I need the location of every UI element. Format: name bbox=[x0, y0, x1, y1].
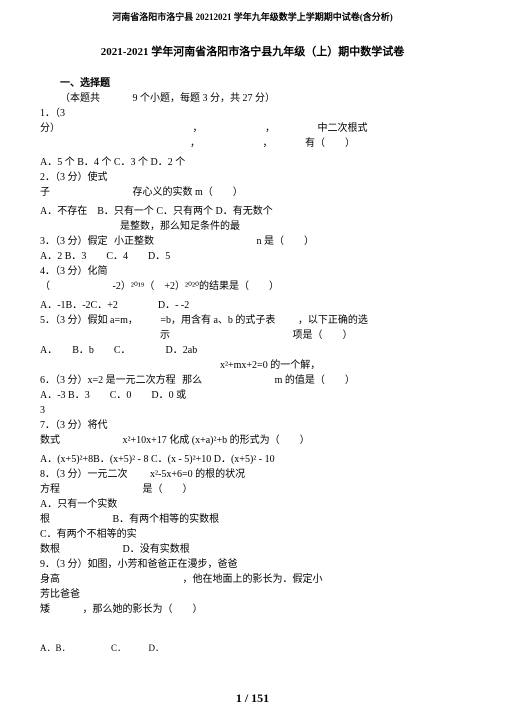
q5-text2: 示 bbox=[160, 330, 170, 341]
q8-line1: 8．（3 分）一元二次 x²-5x+6=0 的根的状况 bbox=[40, 468, 465, 481]
q8-text2: 是（ ） bbox=[143, 484, 193, 495]
document-header: 河南省洛阳市洛宁县 20212021 学年九年级数学上学期期中试卷(含分析) bbox=[40, 10, 465, 23]
q8-cont: 方程 bbox=[40, 484, 60, 495]
answer-row: A．B． C． D． bbox=[40, 641, 164, 654]
q6-text3: m 的值是（ ） bbox=[275, 375, 355, 386]
q7-cont: 数式 bbox=[40, 435, 60, 446]
q5-text3: ，以下正确的选 bbox=[298, 315, 368, 326]
q3-num: 3．（3 分）假定 bbox=[40, 236, 108, 247]
q1-options: A．5 个 B．4 个 C．3 个 D．2 个 bbox=[40, 156, 465, 169]
q8-opt-c2: 数根 bbox=[40, 544, 60, 555]
q1-line1: 1．（3 bbox=[40, 107, 465, 120]
q8-opt-b: B．有两个相等的实数根 bbox=[113, 514, 220, 525]
q8-opt-a2: 根 bbox=[40, 514, 50, 525]
q4-text: -2）²⁰¹⁹（ +2）²⁰²⁰的结果是（ ） bbox=[113, 281, 279, 292]
q4-options: A．-1B．-2C．+2 D．- -2 bbox=[40, 299, 465, 312]
q8-opt-c: C．有两个不相等的实 bbox=[40, 528, 465, 541]
q6-num: 6．（3 分）x=2 是一元二次方程 bbox=[40, 375, 176, 386]
q2-line1: 2．（3 分）使式 bbox=[40, 171, 465, 184]
q2-num: 2．（3 分）使式 bbox=[40, 172, 108, 183]
q9-text2: ，那么她的影长为（ ） bbox=[83, 604, 203, 615]
q6-line2: 6．（3 分）x=2 是一元二次方程 那么 m 的值是（ ） bbox=[40, 374, 465, 387]
section-sub-text: 9 个小题，每题 3 分，共 27 分） bbox=[133, 93, 276, 104]
q6-text2: 那么 bbox=[182, 375, 202, 386]
q1-comma: ， bbox=[193, 123, 203, 134]
page-container: 河南省洛阳市洛宁县 20212021 学年九年级数学上学期期中试卷(含分析) 2… bbox=[0, 0, 505, 714]
q3-text3: n 是（ ） bbox=[257, 236, 315, 247]
q1-num: 1．（3 bbox=[40, 108, 65, 119]
q8-line2: 方程 是（ ） bbox=[40, 483, 465, 496]
q8-opt-cd: 数根 D．没有实数根 bbox=[40, 543, 465, 556]
q1-cont: 分） bbox=[40, 123, 60, 134]
q2-text: 存心义的实数 m（ ） bbox=[133, 187, 243, 198]
q1-comma4: ， bbox=[263, 138, 273, 149]
q2-options: A．不存在 B．只有一个 C．只有两个 D．有无数个 bbox=[40, 205, 465, 218]
q4-line1: 4．（3 分）化简 bbox=[40, 265, 465, 278]
q5-line2: 示 项是（ ） bbox=[40, 329, 465, 342]
section-heading: 一、选择题 bbox=[40, 77, 465, 90]
q3-options: A．2 B．3 C．4 D．5 bbox=[40, 250, 465, 263]
q9-line1: 9．（3 分）如图，小芳和爸爸正在漫步，爸爸 bbox=[40, 558, 465, 571]
q6-opts: A．-3 B．3 C．0 D．0 或 bbox=[40, 390, 186, 401]
section-sub-prefix: （本题共 bbox=[60, 93, 100, 104]
q8-opt-d: D．没有实数根 bbox=[123, 544, 190, 555]
q7-num: 7．（3 分）将代 bbox=[40, 420, 108, 431]
q4-cont: （ bbox=[40, 281, 50, 292]
q1-comma2: ， bbox=[265, 123, 275, 134]
q7-options: A．(x+5)²+8B．(x+5)² - 8 C．(x - 5)²+10 D．(… bbox=[40, 453, 465, 466]
q4-num: 4．（3 分）化简 bbox=[40, 266, 108, 277]
q8-num: 8．（3 分）一元二次 bbox=[40, 469, 128, 480]
q7-line2: 数式 x²+10x+17 化成 (x+a)²+b 的形式为（ ） bbox=[40, 434, 465, 447]
q9-line2: 身高 ，他在地面上的影长为．假定小 bbox=[40, 573, 465, 586]
page-number: 1 / 151 bbox=[0, 691, 505, 706]
q5-num: 5．（3 分）假如 a=m， bbox=[40, 315, 138, 326]
q1-line3: ， ， 有（ ） bbox=[40, 137, 465, 150]
q1-text2: 有（ ） bbox=[305, 138, 355, 149]
q6-line1: x²+mx+2=0 的一个解， bbox=[40, 359, 465, 372]
q3-text2: 小正整数 bbox=[114, 236, 154, 247]
q9-cont3: 矮 bbox=[40, 604, 50, 615]
q8-opt-a: A．只有一个实数 bbox=[40, 498, 465, 511]
q2-cont: 子 bbox=[40, 187, 50, 198]
q5-text4: 项是（ ） bbox=[293, 330, 353, 341]
q6-text: x²+mx+2=0 的一个解， bbox=[220, 360, 320, 371]
q9-line4: 矮 ，那么她的影长为（ ） bbox=[40, 603, 465, 616]
q1-text: 中二次根式 bbox=[318, 123, 368, 134]
q9-cont: 身高 bbox=[40, 574, 60, 585]
q9-text: ，他在地面上的影长为．假定小 bbox=[183, 574, 323, 585]
q3-text: 是整数，那么知足条件的最 bbox=[120, 221, 240, 232]
q7-line1: 7．（3 分）将代 bbox=[40, 419, 465, 432]
q5-text: =b，用含有 a、b 的式子表 bbox=[160, 315, 275, 326]
q1-line2: 分） ， ， 中二次根式 bbox=[40, 122, 465, 135]
section-sub: （本题共 9 个小题，每题 3 分，共 27 分） bbox=[40, 92, 465, 105]
q2-line2: 子 存心义的实数 m（ ） bbox=[40, 186, 465, 199]
q5-options: A． B．b C． D．2ab bbox=[40, 344, 465, 357]
q1-comma3: ， bbox=[190, 138, 200, 149]
q3-line1: 是整数，那么知足条件的最 bbox=[40, 220, 465, 233]
q8-opt-ab: 根 B．有两个相等的实数根 bbox=[40, 513, 465, 526]
q9-cont2: 芳比爸爸 bbox=[40, 589, 80, 600]
document-title: 2021-2021 学年河南省洛阳市洛宁县九年级（上）期中数学试卷 bbox=[40, 43, 465, 59]
q7-text: x²+10x+17 化成 (x+a)²+b 的形式为（ ） bbox=[123, 435, 310, 446]
q5-line1: 5．（3 分）假如 a=m， =b，用含有 a、b 的式子表 ，以下正确的选 bbox=[40, 314, 465, 327]
q9-num: 9．（3 分）如图，小芳和爸爸正在漫步，爸爸 bbox=[40, 559, 238, 570]
q9-line3: 芳比爸爸 bbox=[40, 588, 465, 601]
q4-line2: （ -2）²⁰¹⁹（ +2）²⁰²⁰的结果是（ ） bbox=[40, 280, 465, 293]
q8-text: x²-5x+6=0 的根的状况 bbox=[150, 469, 245, 480]
q6-options: A．-3 B．3 C．0 D．0 或 bbox=[40, 389, 465, 402]
q6-options2: 3 bbox=[40, 404, 465, 417]
q3-line2: 3．（3 分）假定 小正整数 n 是（ ） bbox=[40, 235, 465, 248]
